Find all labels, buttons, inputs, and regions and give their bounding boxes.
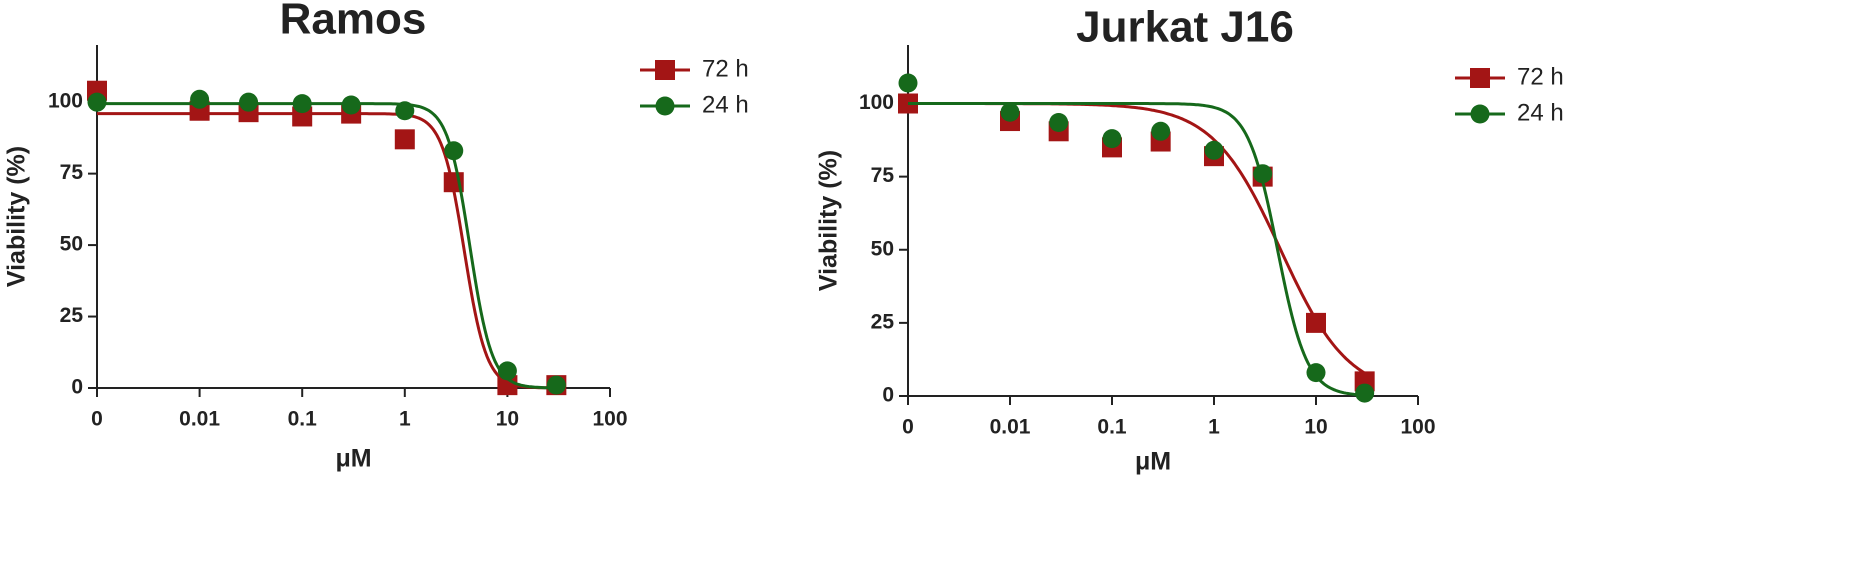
y-tick-label: 50: [871, 237, 894, 260]
legend-label: 72 h: [702, 55, 749, 82]
panel: 0 25 50 75 100 0 0.01 0.1 1 10 100 Ramos μM Viability…: [3, 0, 749, 473]
point: [394, 129, 415, 150]
y-tick-label: 50: [60, 233, 83, 256]
x-tick-label: 1: [1208, 416, 1220, 439]
legend-marker: [1470, 104, 1490, 124]
x-tick-label: 1: [399, 408, 411, 431]
x-tick-label: 100: [1400, 416, 1435, 439]
y-tick-label: 75: [871, 164, 895, 187]
y-tick-label: 75: [60, 161, 84, 184]
point: [497, 375, 518, 396]
point: [87, 92, 107, 112]
point: [1102, 129, 1122, 149]
point: [395, 101, 415, 121]
y-tick-label: 25: [871, 310, 895, 333]
point: [546, 375, 566, 395]
fit-curve: [908, 102, 1365, 397]
point: [1355, 383, 1375, 403]
point: [1253, 164, 1273, 184]
point: [190, 89, 210, 109]
x-tick-label: 0.01: [179, 408, 220, 431]
chart-title: Ramos: [280, 0, 427, 44]
legend-marker: [655, 60, 675, 80]
y-tick-label: 100: [859, 91, 894, 114]
point: [1049, 113, 1069, 133]
panel: 0 25 50 75 100 0 0.01 0.1 1 10 100 Jurkat J16 μM Viab…: [815, 3, 1564, 476]
fit-curve: [97, 112, 555, 390]
point: [898, 73, 918, 93]
chart-title: Jurkat J16: [1076, 3, 1294, 52]
y-axis-label: Viability (%): [3, 146, 31, 287]
x-tick-label: 10: [1304, 416, 1327, 439]
point: [1000, 102, 1020, 122]
x-tick-label: 0.1: [288, 408, 318, 431]
point: [341, 95, 361, 115]
legend-label: 72 h: [1517, 63, 1564, 90]
x-tick-label: 0.1: [1097, 416, 1127, 439]
point: [1306, 312, 1326, 333]
y-tick-label: 100: [48, 90, 83, 113]
x-tick-label: 0: [91, 408, 103, 431]
x-tick-label: 0: [902, 416, 914, 439]
point: [1204, 140, 1224, 160]
x-tick-label: 10: [496, 408, 519, 431]
y-tick-label: 0: [71, 376, 83, 399]
legend-marker: [1470, 68, 1490, 88]
x-axis-label: μM: [1135, 448, 1171, 476]
legend-marker: [655, 96, 675, 116]
y-axis-label: Viability (%): [815, 150, 843, 291]
fit-curve: [97, 102, 556, 390]
point: [1151, 121, 1171, 141]
y-tick-label: 25: [60, 304, 84, 327]
x-axis-label: μM: [335, 445, 371, 473]
x-tick-label: 0.01: [990, 416, 1031, 439]
point: [1306, 363, 1326, 383]
point: [292, 94, 312, 114]
point: [497, 361, 517, 381]
x-tick-label: 100: [592, 408, 627, 431]
legend-label: 24 h: [1517, 99, 1564, 126]
legend-label: 24 h: [702, 91, 749, 118]
y-tick-label: 0: [882, 384, 894, 407]
point: [239, 92, 259, 112]
point: [444, 141, 464, 161]
